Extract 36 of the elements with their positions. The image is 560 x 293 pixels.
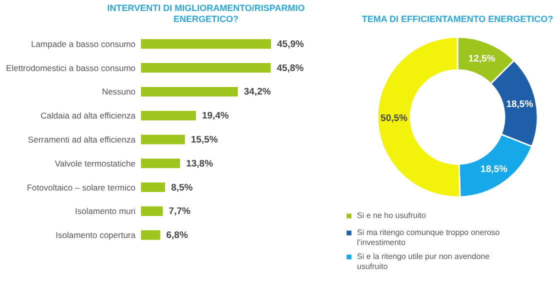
bar: [141, 86, 238, 96]
data-label: 18,5%: [506, 99, 534, 110]
y-tick-label: Lampade a basso consumo: [31, 38, 136, 49]
data-label: 50,5%: [380, 112, 408, 124]
y-tick-label: Isolamento copertura: [56, 230, 136, 240]
data-label: 34,2%: [244, 86, 272, 98]
y-tick-label: Serramenti ad alta efficienza: [28, 134, 136, 144]
bar: [141, 182, 166, 192]
data-label: 8,5%: [171, 182, 194, 194]
y-tick-label: Caldaia ad alta efficienza: [40, 110, 136, 121]
data-label: 45,9%: [277, 38, 304, 50]
data-label: 12,5%: [468, 53, 496, 64]
data-label: 45,8%: [276, 62, 304, 74]
bar: [141, 39, 271, 49]
data-label: 13,8%: [186, 158, 214, 170]
data-label: 18,5%: [480, 164, 508, 175]
bar: [141, 230, 160, 240]
bar: [141, 63, 271, 73]
y-tick-label: Valvole termostatiche: [54, 158, 136, 168]
data-label: 7,7%: [168, 206, 192, 218]
bar: [141, 206, 163, 216]
y-tick-label: Fotovoltaico – solare termico: [26, 182, 136, 192]
data-label: 6,8%: [166, 230, 188, 242]
bar: [141, 158, 180, 168]
bar: [141, 110, 196, 120]
y-tick-label: Nessuno: [102, 86, 136, 97]
chart-title: TEMA DI EFFICIENTAMENTO ENERGETICO?: [362, 14, 554, 24]
legend-label: Si ma ritengo comunque troppo oneroso l’investimento: [357, 228, 500, 247]
y-tick-label: Isolamento muri: [75, 206, 136, 216]
bar: [141, 134, 185, 144]
legend-label: Si e ne ho usufruito: [357, 211, 426, 220]
y-tick-label: Elettrodomestici a basso consumo: [6, 62, 136, 73]
chart-title: INTERVENTI DI MIGLIORAMENTO/RISPARMIO ENERGETICO?: [107, 3, 305, 24]
legend-label: Si e la ritengo utile pur non avendone usufruito: [357, 252, 490, 271]
data-label: 19,4%: [202, 110, 230, 122]
data-label: 15,5%: [190, 134, 218, 146]
